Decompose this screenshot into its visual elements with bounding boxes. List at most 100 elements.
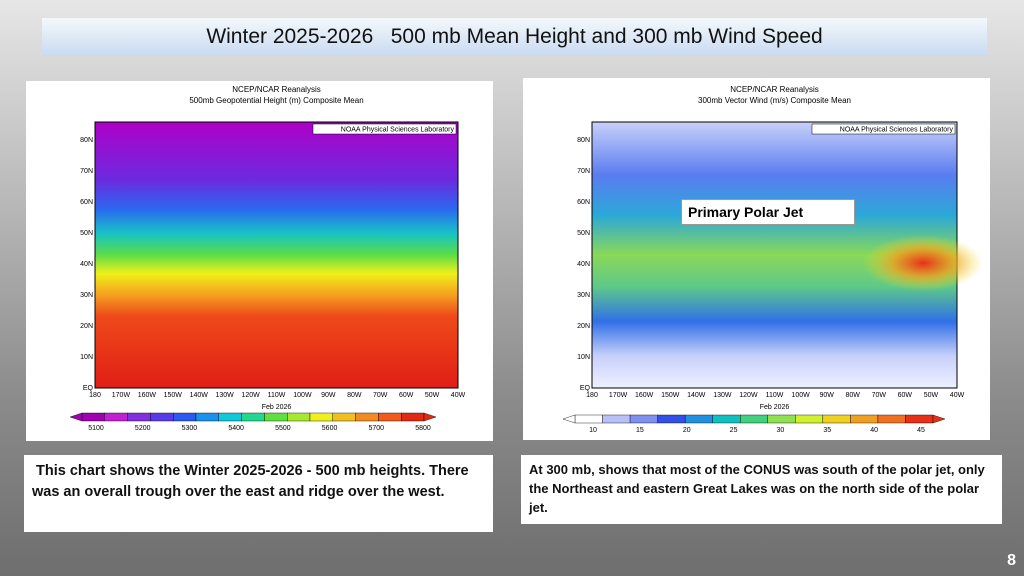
colorbar-segment xyxy=(104,412,128,422)
colorbar-label: 5100 xyxy=(88,425,104,432)
right-caption: At 300 mb, shows that most of the CONUS … xyxy=(521,455,1002,524)
lon-label: 150W xyxy=(661,392,680,399)
lon-label: 60W xyxy=(399,392,414,399)
lat-label: 70N xyxy=(80,168,93,175)
lon-label: 170W xyxy=(609,392,628,399)
colorbar-end xyxy=(562,414,576,424)
colorbar-segment xyxy=(81,412,105,422)
colorbar-segment xyxy=(195,412,219,422)
wind-map: NCEP/NCAR Reanalysis 300mb Vector Wind (m… xyxy=(562,85,983,434)
colorbar-segment xyxy=(401,412,425,422)
lat-label: 70N xyxy=(577,168,590,175)
colorbar-segment xyxy=(574,414,603,424)
lon-label: 150W xyxy=(164,392,183,399)
height-map: NCEP/NCAR Reanalysis 500mb Geopotential H… xyxy=(69,85,466,432)
lon-label: 130W xyxy=(215,392,234,399)
lon-label: 40W xyxy=(451,392,466,399)
colorbar-label: 30 xyxy=(777,427,785,434)
lon-label: 80W xyxy=(347,392,362,399)
colorbar-label: 5200 xyxy=(135,425,151,432)
lat-label: 20N xyxy=(80,323,93,330)
annotation: Primary Polar Jet xyxy=(681,199,855,225)
lat-label: 20N xyxy=(577,323,590,330)
colorbar-segment xyxy=(877,414,906,424)
slide-number: 8 xyxy=(1007,552,1016,569)
colorbar-segment xyxy=(712,414,741,424)
colorbar-label: 5400 xyxy=(228,425,244,432)
colorbar-label: 5800 xyxy=(415,425,431,432)
credit-box xyxy=(811,123,956,135)
lon-label: 180 xyxy=(586,392,598,399)
lon-label: 80W xyxy=(846,392,861,399)
lon-label: 160W xyxy=(138,392,157,399)
lat-label: 30N xyxy=(80,292,93,299)
lon-label: 60W xyxy=(898,392,913,399)
colorbar-label: 5300 xyxy=(182,425,198,432)
colorbar-end xyxy=(932,414,946,424)
colorbar-segment xyxy=(378,412,402,422)
right-panel: NCEP/NCAR Reanalysis 300mb Vector Wind (m… xyxy=(523,78,990,440)
date: Feb 2026 xyxy=(760,404,790,411)
slide-title: Winter 2025-2026 500 mb Mean Height and … xyxy=(42,18,987,56)
source: NCEP/NCAR Reanalysis xyxy=(730,85,818,94)
lat-label: 50N xyxy=(577,230,590,237)
colorbar-segment xyxy=(602,414,631,424)
lat-label: 10N xyxy=(80,354,93,361)
lon-label: 130W xyxy=(713,392,732,399)
colorbar-segment xyxy=(795,414,824,424)
colorbar-segment xyxy=(150,412,174,422)
colorbar-label: 35 xyxy=(823,427,831,434)
colorbar-segment xyxy=(332,412,356,422)
colorbar-label: 40 xyxy=(870,427,878,434)
lon-label: 100W xyxy=(791,392,810,399)
lon-label: 120W xyxy=(739,392,758,399)
colorbar-segment xyxy=(740,414,768,424)
lon-label: 170W xyxy=(112,392,131,399)
lat-label: EQ xyxy=(580,385,591,392)
source: NCEP/NCAR Reanalysis xyxy=(232,85,320,94)
date: Feb 2026 xyxy=(262,404,292,411)
colorbar-end xyxy=(69,412,83,422)
colorbar-segment xyxy=(657,414,686,424)
lat-label: 50N xyxy=(80,230,93,237)
left-caption: This chart shows the Winter 2025-2026 - … xyxy=(24,455,493,532)
colorbar-label: 15 xyxy=(636,427,644,434)
lon-label: 110W xyxy=(766,392,784,399)
lat-label: 10N xyxy=(577,354,590,361)
lon-label: 140W xyxy=(687,392,706,399)
colorbar-label: 25 xyxy=(730,427,738,434)
colorbar-label: 45 xyxy=(917,427,925,434)
lat-label: EQ xyxy=(83,385,94,392)
left-panel: NCEP/NCAR Reanalysis 500mb Geopotential H… xyxy=(26,81,493,441)
colorbar-label: 20 xyxy=(683,427,691,434)
lat-label: 40N xyxy=(577,261,590,268)
lon-label: 110W xyxy=(268,392,286,399)
lon-label: 100W xyxy=(293,392,312,399)
lon-label: 70W xyxy=(872,392,887,399)
lat-label: 80N xyxy=(577,137,590,144)
colorbar-segment xyxy=(767,414,796,424)
colorbar-segment xyxy=(629,414,658,424)
colorbar-segment xyxy=(172,412,197,422)
lon-label: 120W xyxy=(241,392,260,399)
colorbar-segment xyxy=(127,412,151,422)
lon-label: 50W xyxy=(425,392,440,399)
lat-label: 40N xyxy=(80,261,93,268)
lat-label: 80N xyxy=(80,137,93,144)
colorbar-label: 5700 xyxy=(368,425,384,432)
colorbar-segment xyxy=(822,414,851,424)
colorbar-segment xyxy=(850,414,879,424)
credit-box xyxy=(312,123,457,135)
colorbar-segment xyxy=(218,412,242,422)
lon-label: 90W xyxy=(321,392,336,399)
colorbar-segment xyxy=(287,412,311,422)
credit: NOAA Physical Sciences Laboratory xyxy=(840,127,954,134)
lat-label: 60N xyxy=(577,199,590,206)
lon-label: 180 xyxy=(89,392,101,399)
lon-label: 40W xyxy=(950,392,965,399)
credit: NOAA Physical Sciences Laboratory xyxy=(341,127,455,134)
lat-label: 30N xyxy=(577,292,590,299)
lon-label: 70W xyxy=(373,392,388,399)
colorbar-segment xyxy=(355,412,379,422)
